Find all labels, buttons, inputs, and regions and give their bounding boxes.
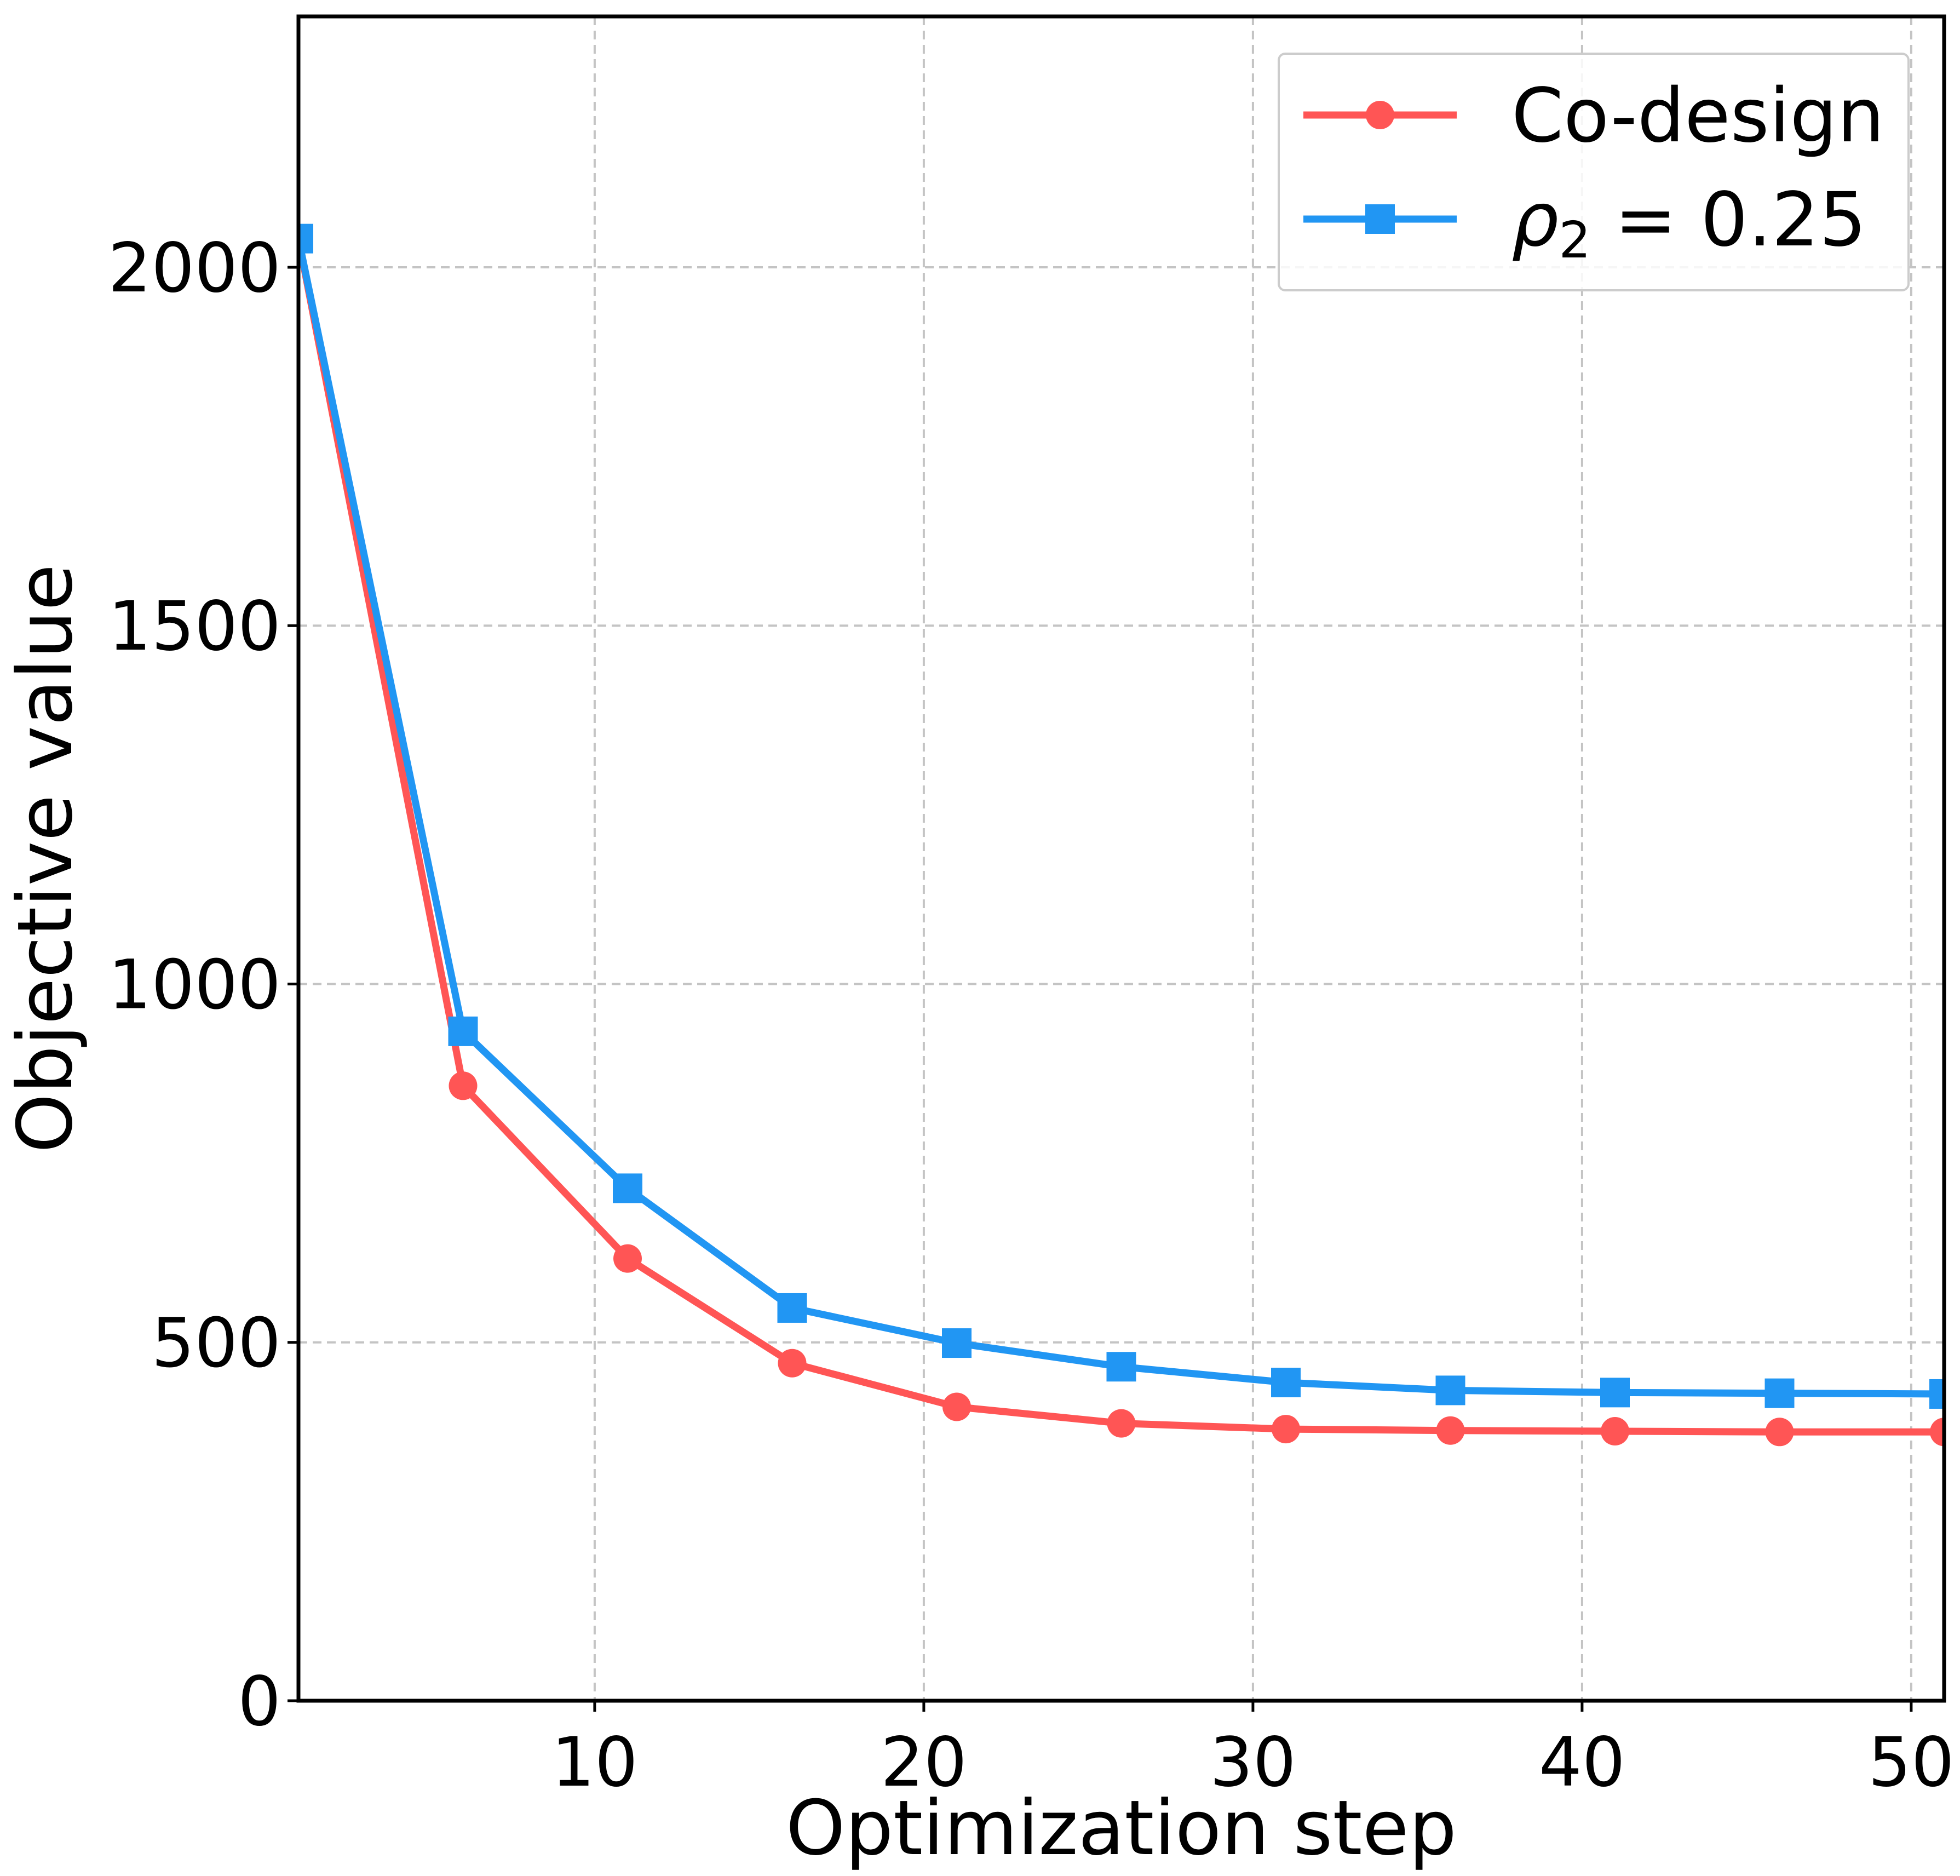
legend-label-rho-symbol: ρ (1511, 177, 1559, 263)
y-tick-label-0: 0 (238, 1662, 281, 1741)
point-co-design-step-6 (449, 1071, 478, 1100)
point-co-design-step-36 (1436, 1416, 1465, 1445)
point-co-design-step-11 (613, 1244, 642, 1273)
legend-marker-co-design (1366, 101, 1394, 129)
grid-lines (298, 16, 1944, 1702)
legend-marker-rho2 (1365, 204, 1395, 234)
point-co-design-step-21 (942, 1392, 971, 1421)
series-clip-group (298, 223, 1944, 1447)
legend-label-rho-subscript: 2 (1559, 211, 1591, 269)
y-tick-label-2000: 2000 (108, 229, 281, 308)
point-co-design-step-26 (1107, 1409, 1136, 1438)
x-tick-label-10: 10 (551, 1723, 638, 1802)
point-rho2-step-21 (942, 1328, 972, 1358)
legend: Co-design ρ2 = 0.25 (1278, 53, 1910, 291)
point-co-design-step-51 (1930, 1418, 1944, 1447)
legend-label-rho-value: = 0.25 (1591, 177, 1866, 263)
x-tick-label-50: 50 (1868, 1723, 1955, 1802)
x-tick-label-40: 40 (1539, 1723, 1625, 1802)
point-rho2-step-16 (777, 1293, 807, 1323)
series-line-co-design (298, 235, 1944, 1436)
plot-area-frame (296, 14, 1946, 1703)
legend-label-rho2: ρ2 = 0.25 (1511, 177, 1866, 269)
point-rho2-step-1 (298, 223, 313, 254)
legend-label-co-design: Co-design (1511, 73, 1884, 159)
point-co-design-step-46 (1765, 1418, 1794, 1447)
y-axis-title: Objective value (1, 564, 89, 1153)
point-co-design-step-16 (778, 1349, 807, 1378)
point-rho2-step-31 (1271, 1368, 1301, 1398)
point-rho2-step-41 (1600, 1378, 1630, 1408)
point-rho2-step-6 (448, 1016, 478, 1046)
y-tick-label-1000: 1000 (108, 945, 281, 1024)
legend-entry-co-design: Co-design (1303, 73, 1884, 159)
x-tick-label-30: 30 (1210, 1723, 1296, 1802)
y-tick-label-1500: 1500 (108, 587, 281, 666)
point-rho2-step-46 (1764, 1378, 1795, 1408)
x-axis-title: Optimization step (786, 1784, 1457, 1872)
x-tick-label-20: 20 (881, 1723, 967, 1802)
point-co-design-step-41 (1601, 1417, 1629, 1445)
point-rho2-step-51 (1929, 1379, 1944, 1409)
series-layer (298, 223, 1944, 1447)
legend-entry-rho2: ρ2 = 0.25 (1303, 177, 1866, 269)
y-tick-label-500: 500 (151, 1304, 281, 1383)
point-rho2-step-26 (1106, 1352, 1136, 1382)
point-co-design-step-31 (1272, 1415, 1300, 1444)
point-rho2-step-36 (1435, 1375, 1465, 1405)
series-line-rho2 (298, 235, 1944, 1398)
point-rho2-step-11 (613, 1173, 642, 1203)
